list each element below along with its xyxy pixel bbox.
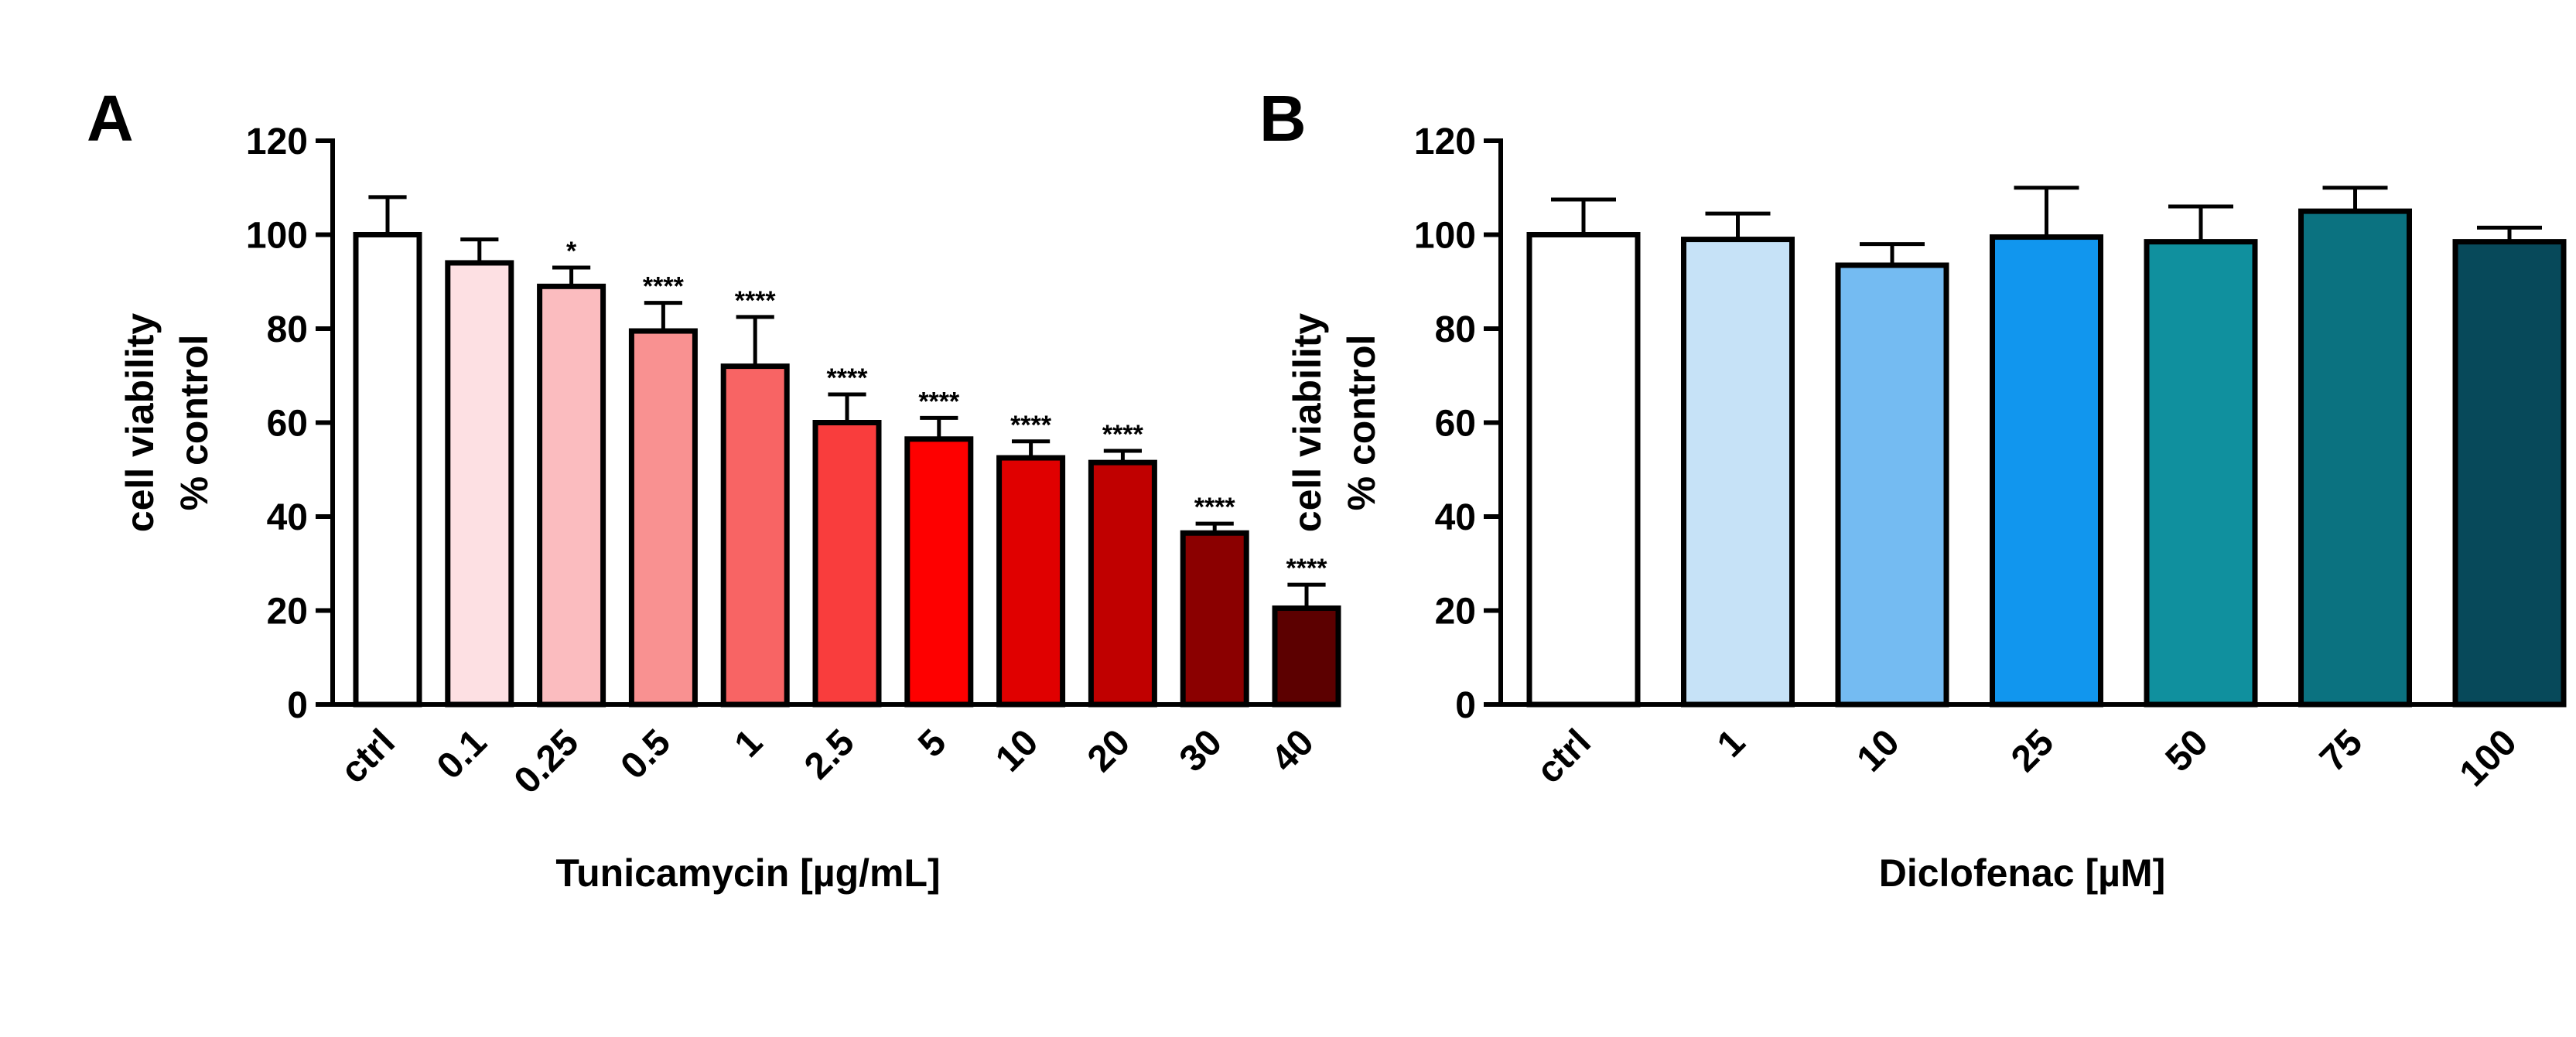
bar-25: [1990, 234, 2103, 708]
y-tick-label: 0: [287, 685, 308, 726]
x-tick-label: 30: [1172, 721, 1230, 779]
y-tick-label: 20: [267, 592, 308, 633]
panel-label: A: [87, 82, 134, 155]
bar-5: [904, 436, 974, 708]
y-tick-label: 40: [267, 497, 308, 538]
significance-label: ****: [1194, 493, 1236, 522]
bar-1: [720, 363, 790, 708]
significance-label: ****: [1010, 411, 1052, 440]
bar-0.5: [628, 328, 698, 708]
y-tick-label: 60: [267, 404, 308, 445]
x-tick-label: 1: [727, 721, 770, 765]
y-axis-title-line1: cell viability: [1286, 313, 1329, 533]
y-tick-label: 100: [1414, 216, 1476, 257]
significance-label: ****: [1102, 420, 1144, 449]
bar-1: [1681, 237, 1795, 708]
bar-ctrl: [1526, 232, 1641, 708]
x-tick-label: 100: [2452, 721, 2525, 794]
x-tick-label: 10: [988, 721, 1046, 779]
x-tick-label: ctrl: [1529, 721, 1598, 791]
x-tick-label: 75: [2312, 721, 2370, 779]
x-tick-label: 25: [2004, 721, 2062, 779]
y-tick-label: 100: [246, 216, 308, 257]
y-tick-label: 80: [1435, 309, 1476, 350]
x-tick-label: 0.25: [507, 721, 587, 802]
x-axis-title: Diclofenac [µM]: [1879, 851, 2166, 895]
x-tick-label: 0.5: [613, 721, 679, 787]
x-tick-label: 5: [910, 721, 954, 765]
bar-20: [1088, 459, 1157, 708]
bar-0.1: [445, 260, 514, 708]
x-tick-label: 10: [1850, 721, 1908, 779]
y-tick-label: 0: [1455, 685, 1476, 726]
y-tick-label: 60: [1435, 404, 1476, 445]
x-tick-label: 2.5: [797, 721, 863, 787]
x-axis-title: Tunicamycin [µg/mL]: [555, 851, 940, 895]
x-tick-label: 50: [2158, 721, 2216, 779]
y-tick-label: 120: [246, 121, 308, 162]
significance-label: ****: [918, 387, 960, 416]
y-axis-title-line2: % control: [173, 335, 216, 511]
significance-label: ****: [643, 272, 685, 302]
significance-label: *: [566, 237, 577, 266]
significance-label: ****: [827, 363, 869, 393]
bar-75: [2298, 208, 2412, 708]
bar-0.25: [537, 283, 606, 708]
significance-label: ****: [735, 286, 777, 316]
x-tick-label: 0.1: [429, 721, 495, 787]
bar-40: [1272, 605, 1341, 708]
y-tick-label: 80: [267, 309, 308, 350]
y-tick-label: 120: [1414, 121, 1476, 162]
bar-100: [2452, 239, 2567, 708]
bar-10: [1835, 262, 1949, 708]
bar-50: [2144, 239, 2258, 708]
x-tick-label: 1: [1710, 721, 1753, 765]
bar-30: [1180, 530, 1249, 708]
y-axis-title-line2: % control: [1340, 335, 1383, 511]
y-tick-label: 20: [1435, 592, 1476, 633]
x-tick-label: 20: [1080, 721, 1138, 779]
y-axis-title-line1: cell viability: [118, 313, 162, 533]
y-tick-label: 40: [1435, 497, 1476, 538]
bar-2.5: [812, 420, 882, 708]
x-tick-label: 40: [1264, 721, 1322, 779]
bar-10: [996, 455, 1066, 708]
panel-label: B: [1259, 82, 1307, 155]
x-tick-label: ctrl: [333, 721, 402, 791]
bar-ctrl: [353, 232, 422, 708]
significance-label: ****: [1286, 554, 1328, 583]
panel-b: B 0 20 40 60 80 100 120 cell viability % control c…: [1259, 82, 2567, 895]
